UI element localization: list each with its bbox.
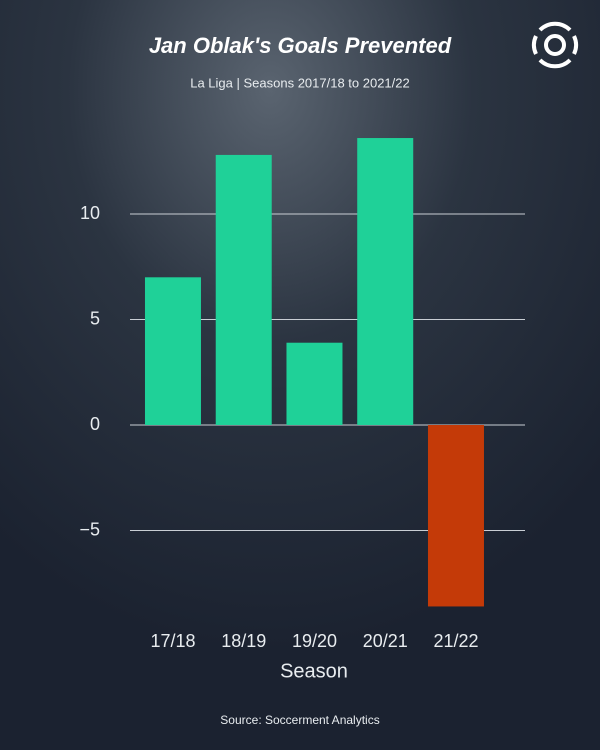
chart-subtitle: La Liga | Seasons 2017/18 to 2021/22	[190, 75, 410, 90]
x-tick-label: 18/19	[221, 631, 266, 651]
source-note: Source: Soccerment Analytics	[220, 713, 379, 727]
bar	[286, 342, 343, 425]
chart-title: Jan Oblak's Goals Prevented	[149, 33, 452, 58]
x-tick-label: 20/21	[363, 631, 408, 651]
x-tick-label: 17/18	[150, 631, 195, 651]
x-tick-label: 19/20	[292, 631, 337, 651]
bar	[357, 138, 414, 426]
logo	[532, 21, 578, 69]
bar	[144, 277, 201, 425]
y-tick-label: −5	[79, 519, 100, 539]
x-tick-label: 21/22	[433, 631, 478, 651]
y-tick-label: 10	[80, 203, 100, 223]
y-tick-label: 0	[90, 414, 100, 434]
bar	[427, 425, 484, 607]
x-axis-label: Season	[280, 660, 348, 682]
y-tick-label: 5	[90, 308, 100, 328]
bar	[215, 154, 272, 426]
